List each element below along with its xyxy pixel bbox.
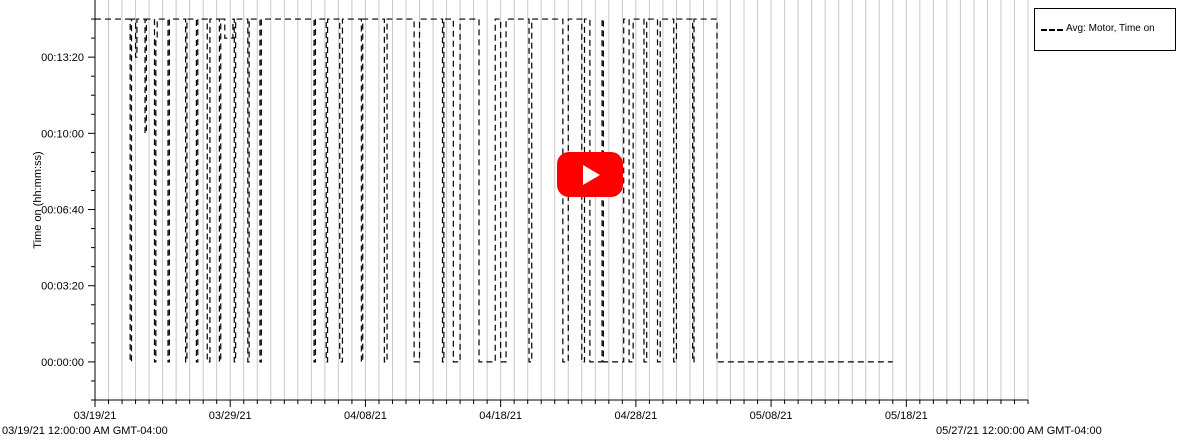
legend-swatch (1041, 29, 1063, 31)
legend-entry: Avg: Motor, Time on (1066, 23, 1155, 34)
x-tick-label: 04/18/21 (479, 410, 522, 422)
x-tick-label: 05/08/21 (750, 410, 793, 422)
range-end-label: 05/27/21 12:00:00 AM GMT-04:00 (936, 425, 1102, 437)
play-icon (583, 165, 600, 185)
range-start-label: 03/19/21 12:00:00 AM GMT-04:00 (2, 425, 168, 437)
y-tick-label: 00:03:20 (41, 281, 84, 293)
x-tick-label: 03/29/21 (209, 410, 252, 422)
series-line (95, 18, 893, 363)
x-tick-label: 05/18/21 (885, 410, 928, 422)
y-tick-label: 00:10:00 (41, 128, 84, 140)
x-tick-label: 03/19/21 (74, 410, 117, 422)
y-tick-label: 00:13:20 (41, 52, 84, 64)
legend: Avg: Motor, Time on (1034, 8, 1176, 51)
y-axis-label: Time on (hh:mm:ss) (32, 151, 44, 248)
y-tick-label: 00:00:00 (41, 357, 84, 369)
video-play-button[interactable] (557, 152, 623, 197)
x-axis-ticks: 03/19/21 03/29/21 04/08/21 04/18/21 04/28/21… (74, 400, 1029, 422)
axes (94, 0, 1028, 401)
y-axis-ticks: 00:00:00 00:03:20 00:06:40 00:10:00 00:13:20 (41, 18, 95, 401)
vertical-grid (94, 0, 1029, 400)
series-layer (95, 18, 893, 363)
x-tick-label: 04/28/21 (614, 410, 657, 422)
y-tick-label: 00:06:40 (41, 205, 84, 217)
x-tick-label: 04/08/21 (344, 410, 387, 422)
